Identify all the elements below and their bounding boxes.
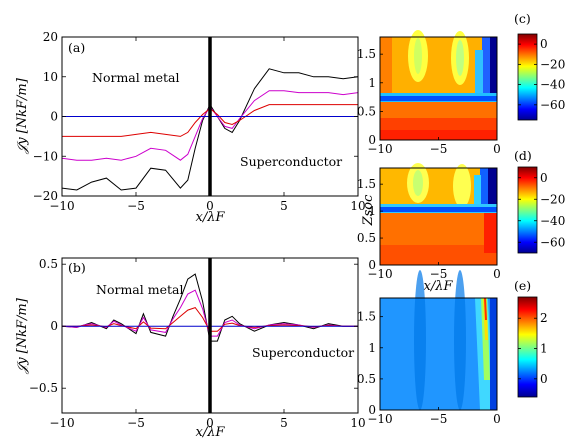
colorbar-c xyxy=(517,33,538,121)
panel-a-annotation-normal: Normal metal xyxy=(92,70,179,85)
panel-c-ytick-label: 1 xyxy=(368,76,376,90)
panel-a-xtick-label: −10 xyxy=(49,199,74,213)
panel-a-xtick-label: 5 xyxy=(280,199,288,213)
panel-e-label: (e) xyxy=(514,278,531,293)
heatmap-d xyxy=(380,163,497,265)
panel-e-xtick-label: 0 xyxy=(493,412,501,426)
colorbar-d-tick-label: −60 xyxy=(540,235,565,249)
panel-a-label: (a) xyxy=(68,40,85,55)
panel-e-ytick-label: 1 xyxy=(368,341,376,355)
panel-b-label: (b) xyxy=(68,260,86,275)
colorbar-d-tick-label: −20 xyxy=(540,192,565,206)
colorbar-e-tick-label: 0 xyxy=(540,372,548,386)
panel-b-series-2 xyxy=(62,307,358,332)
panel-a-ytick-label: 10 xyxy=(43,70,58,84)
panel-b-xtick-label: 10 xyxy=(350,416,365,430)
panel-a-ytick-label: 20 xyxy=(43,30,58,44)
panel-a-ytick-label: −10 xyxy=(33,149,58,163)
colorbar-c-tick-label: −40 xyxy=(540,78,565,92)
panel-c-label: (c) xyxy=(514,11,531,26)
colorbar-c-tick-label: −60 xyxy=(540,98,565,112)
panel-c-xtick-label: 0 xyxy=(493,142,501,156)
panel-d-ytick-label: 1.5 xyxy=(357,177,376,191)
panel-b-xtick-label: −10 xyxy=(49,416,74,430)
panel-e: −10 −5 0 0 0.5 1 1.5 2 1 0 (e) xyxy=(357,270,548,426)
panel-b-xtick-label: 0 xyxy=(206,416,214,430)
panel-d-ytick-label: 1 xyxy=(368,204,376,218)
panel-a-ytick-label: −20 xyxy=(33,189,58,203)
colorbar-d-tick-label: −40 xyxy=(540,214,565,228)
panel-e-xtick-label: −5 xyxy=(430,412,448,426)
panel-d-label: (d) xyxy=(514,148,532,163)
panel-e-xtick-label: −10 xyxy=(367,412,392,426)
panel-b-ytick-label: 0 xyxy=(50,319,58,333)
panel-d-xtick-label: −10 xyxy=(367,267,392,281)
panel-a-xtick-label: −5 xyxy=(127,199,145,213)
panel-d-xtick-label: 0 xyxy=(493,267,501,281)
colorbar-d-tick-label: 0 xyxy=(540,171,548,185)
panel-b: −10 −5 0 5 10 −0.5 0 0.5 (b) Normal metal Super… xyxy=(15,257,366,440)
panel-b-ylabel: 𝒥y [NkF/m] xyxy=(15,297,30,374)
panel-a-xtick-label: 10 xyxy=(350,199,365,213)
panel-b-xtick-label: −5 xyxy=(127,416,145,430)
panel-e-ytick-label: 0.5 xyxy=(357,372,376,386)
panel-a-xtick-label: 0 xyxy=(206,199,214,213)
panel-b-annotation-super: Superconductor xyxy=(252,345,354,360)
colorbar-e-tick-label: 1 xyxy=(540,342,548,356)
panel-c-ytick-label: 0 xyxy=(368,133,376,147)
colorbar-c-tick-label: −20 xyxy=(540,57,565,71)
panel-d: −10 −5 0 0 0.5 1 1.5 0 −20 −40 −60 (d) x/λF Zsoc xyxy=(357,148,565,294)
panel-b-series-1 xyxy=(62,289,358,337)
colorbar-d xyxy=(517,166,538,254)
panel-c-ytick-label: 0.5 xyxy=(357,104,376,118)
panel-b-ytick-label: −0.5 xyxy=(29,381,58,395)
colorbar-e xyxy=(517,296,538,398)
panel-b-annotation-normal: Normal metal xyxy=(96,282,183,297)
panel-b-xlabel: x/λF xyxy=(196,425,226,440)
panel-a-ytick-label: 0 xyxy=(50,110,58,124)
panel-d-xlabel: x/λF xyxy=(424,279,454,294)
panel-c-ytick-label: 1.5 xyxy=(357,47,376,61)
heatmap-c xyxy=(380,30,497,140)
colorbar-e-tick-label: 2 xyxy=(540,311,548,325)
panel-a-annotation-super: Superconductor xyxy=(240,154,342,169)
panel-e-ytick-label: 1.5 xyxy=(357,310,376,324)
panel-a-ylabel: 𝒥y [NkF/m] xyxy=(15,77,30,154)
panel-a-xlabel: x/λF xyxy=(196,210,226,225)
heatmap-e xyxy=(380,270,497,410)
panel-d-ylabel: Zsoc xyxy=(361,194,376,227)
panel-d-ytick-label: 0.5 xyxy=(357,231,376,245)
panel-c: −10 −5 0 0 0.5 1 1.5 0 −20 −40 −60 (c) xyxy=(357,11,565,156)
panel-d-ytick-label: 0 xyxy=(368,258,376,272)
panel-d-xtick-label: −5 xyxy=(430,267,448,281)
panel-b-ytick-label: 0.5 xyxy=(39,257,58,271)
panel-b-xtick-label: 5 xyxy=(280,416,288,430)
panel-c-xtick-label: −10 xyxy=(367,142,392,156)
panel-e-ytick-label: 0 xyxy=(368,403,376,417)
colorbar-c-tick-label: 0 xyxy=(540,37,548,51)
panel-c-xtick-label: −5 xyxy=(430,142,448,156)
